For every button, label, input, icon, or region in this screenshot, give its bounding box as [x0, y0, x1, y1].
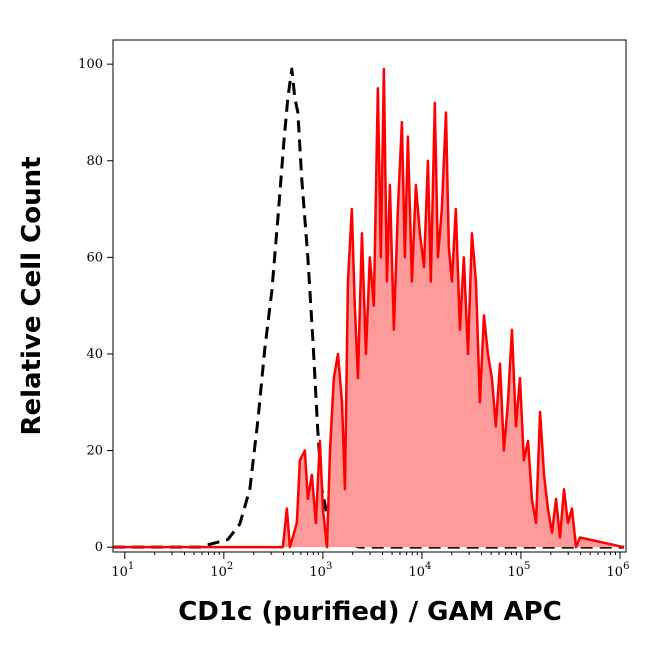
line	[113, 67, 625, 549]
x-tick-power: 1	[128, 561, 134, 572]
x-axis-label: CD1c (purified) / GAM APC	[178, 597, 562, 627]
y-tick-label: 40	[86, 347, 103, 362]
y-tick-label: 60	[86, 250, 103, 265]
x-tick-label: 101	[111, 561, 134, 580]
plot-frame	[112, 39, 627, 553]
x-tick-base: 10	[607, 565, 624, 580]
x-tick-label: 102	[210, 561, 233, 580]
x-tick-power: 2	[227, 561, 233, 572]
x-tick-base: 10	[210, 565, 227, 580]
x-tick-label: 103	[309, 561, 332, 580]
x-tick-power: 5	[524, 561, 530, 572]
x-tick-base: 10	[111, 565, 128, 580]
y-axis-label: Relative Cell Count	[17, 156, 47, 435]
x-tick-base: 10	[309, 565, 326, 580]
y-tick-label: 100	[78, 57, 103, 72]
y-tick-label: 0	[95, 540, 103, 555]
y-tick-label: 80	[86, 154, 103, 169]
x-tick-label: 104	[408, 561, 431, 580]
x-tick-base: 10	[507, 565, 524, 580]
x-tick-label: 105	[507, 561, 530, 580]
x-tick-power: 3	[326, 561, 332, 572]
x-tick-label: 106	[607, 561, 630, 580]
x-tick-power: 6	[623, 561, 629, 572]
x-tick-base: 10	[408, 565, 425, 580]
x-tick-power: 4	[425, 561, 431, 572]
y-tick-label: 20	[86, 444, 103, 459]
